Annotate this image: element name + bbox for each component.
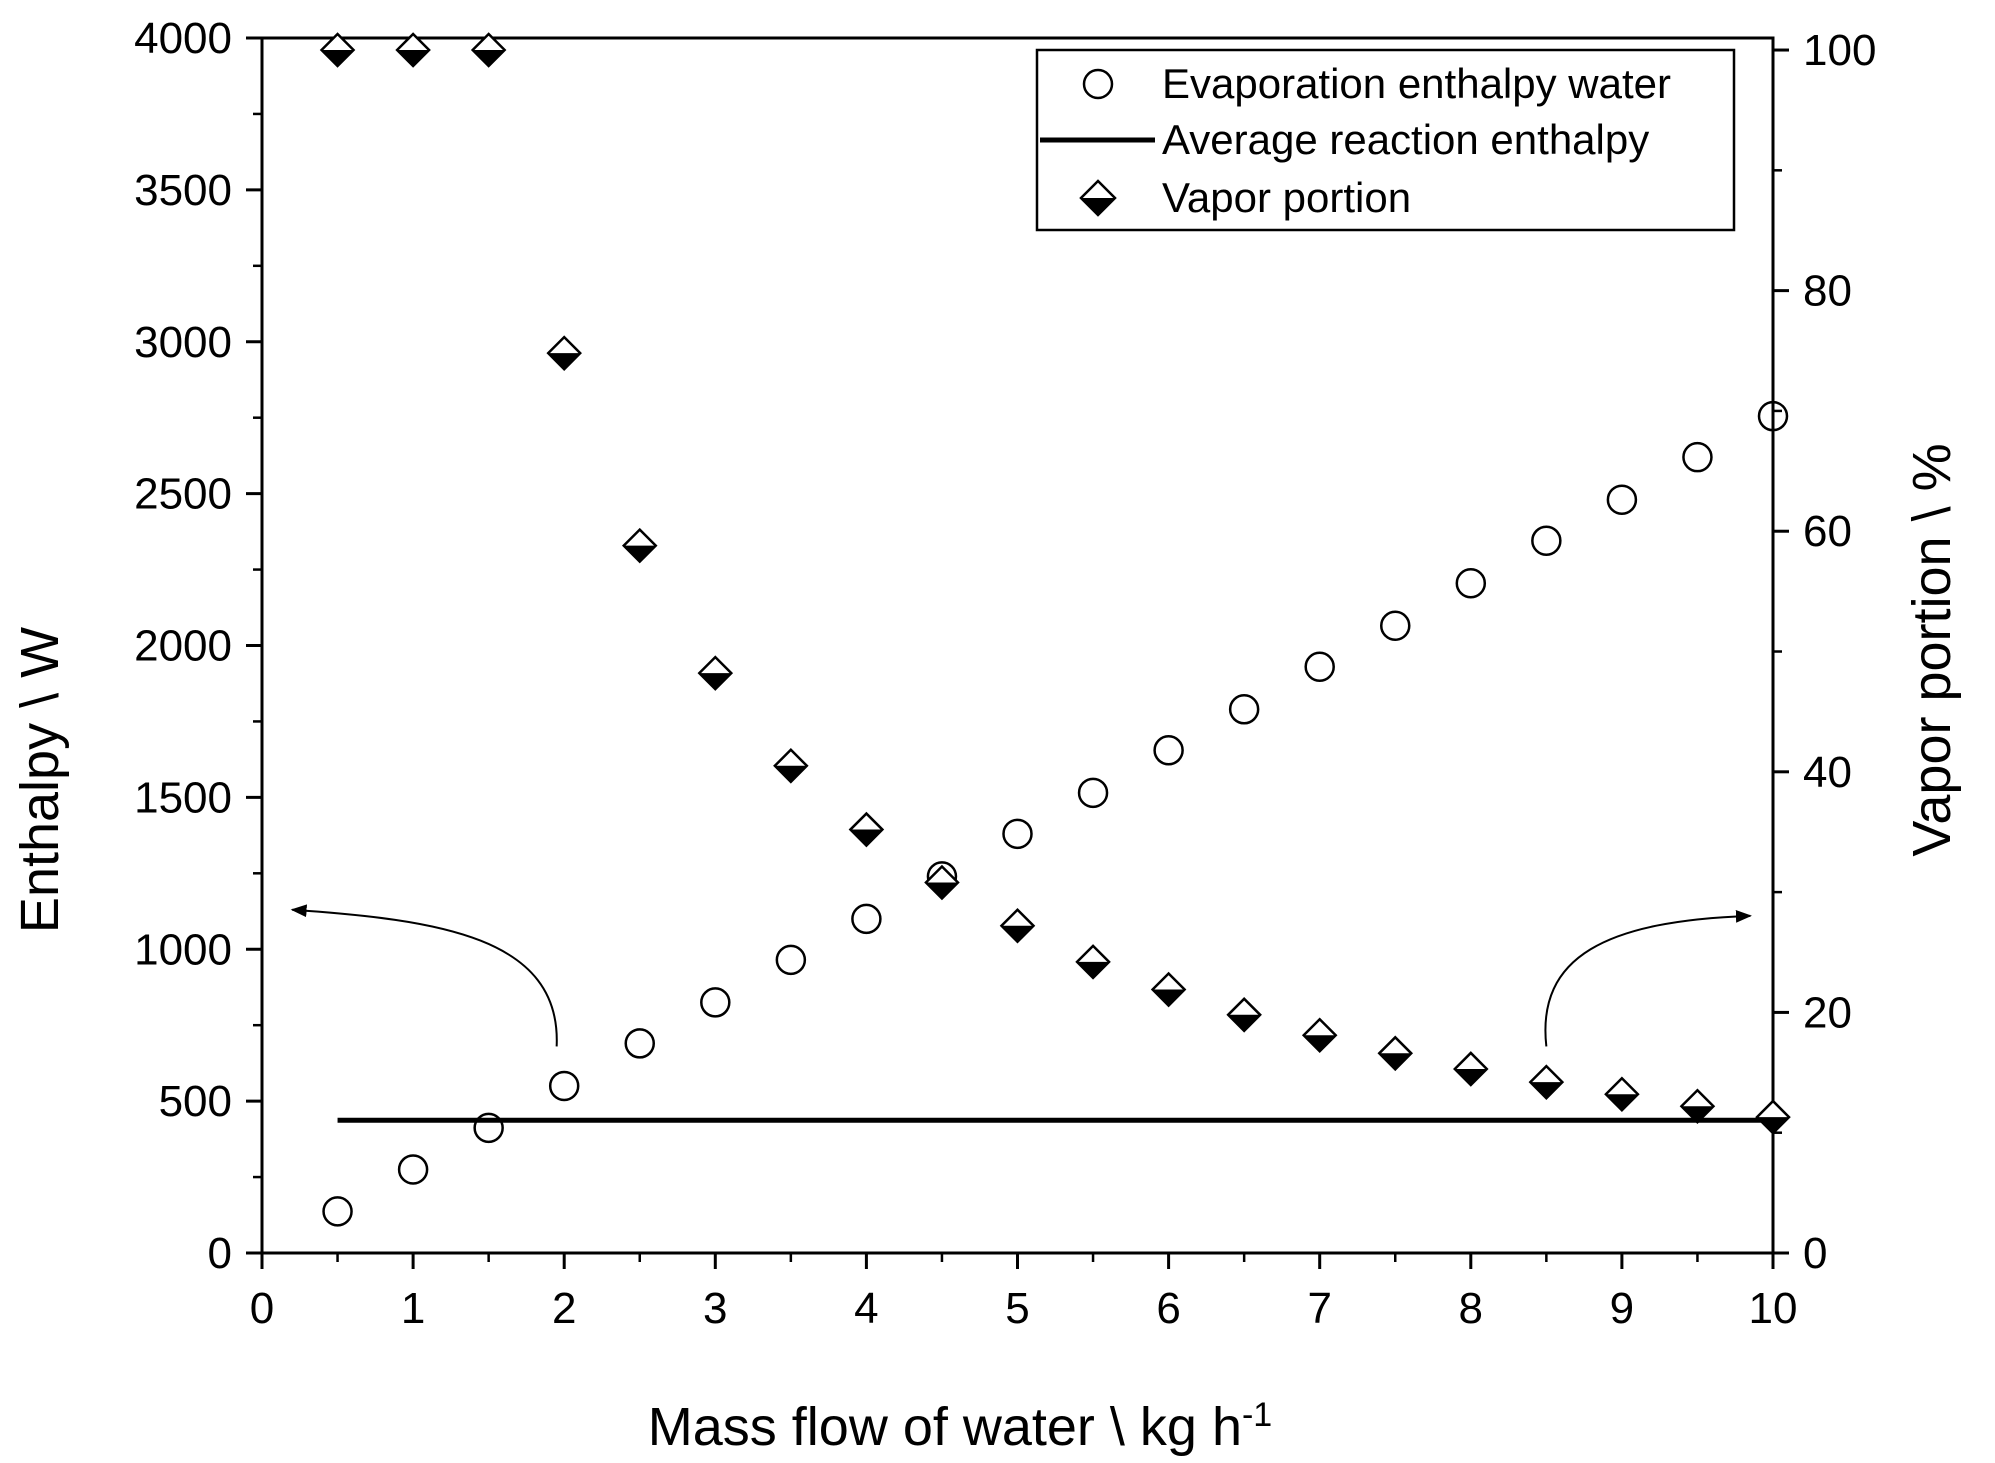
- y-right-tick-label: 80: [1803, 267, 1852, 316]
- x-tick-label: 6: [1156, 1284, 1180, 1333]
- x-tick-label: 8: [1459, 1284, 1483, 1333]
- vapor-portion-point: [1301, 1017, 1338, 1054]
- x-tick-label: 7: [1307, 1284, 1331, 1333]
- evaporation-enthalpy-point: [1757, 400, 1789, 432]
- evaporation-enthalpy-point: [1606, 484, 1638, 515]
- y-left-tick-label: 2000: [134, 622, 232, 671]
- x-tick-label: 1: [401, 1284, 425, 1333]
- evaporation-enthalpy-point: [473, 1112, 504, 1144]
- vapor-portion-point: [470, 32, 507, 68]
- vapor-portion-point: [621, 527, 658, 564]
- vapor-portion-point: [697, 655, 734, 691]
- evaporation-enthalpy-point: [1002, 818, 1033, 850]
- vapor-portion-point: [319, 32, 356, 68]
- x-tick-label: 4: [854, 1284, 878, 1333]
- evaporation-enthalpy-point: [1682, 441, 1713, 473]
- vapor-portion-point: [1075, 944, 1111, 980]
- x-tick-label: 10: [1749, 1284, 1798, 1333]
- x-tick-label: 5: [1005, 1284, 1029, 1333]
- vapor-portion-point: [1755, 1099, 1791, 1135]
- y-left-tick-label: 500: [159, 1077, 232, 1126]
- vapor-portion-point: [924, 864, 960, 901]
- evaporation-enthalpy-point: [700, 987, 731, 1018]
- x-axis-title-superscript: -1: [1242, 1396, 1272, 1434]
- legend-label-vapor-portion: Vapor portion: [1162, 174, 1411, 221]
- evaporation-enthalpy-point: [322, 1196, 353, 1227]
- y-right-tick-label: 0: [1803, 1229, 1827, 1278]
- y-right-tick-label: 100: [1803, 26, 1876, 75]
- x-axis-title: Mass flow of water \ kg h-1: [648, 1396, 1272, 1457]
- vapor-portion-point: [1150, 971, 1187, 1008]
- evaporation-enthalpy-point: [851, 903, 882, 935]
- vapor-portion-point: [1453, 1051, 1489, 1087]
- y-left-tick-label: 3500: [134, 166, 232, 215]
- legend: Evaporation enthalpy water Average react…: [1035, 48, 1736, 232]
- evaporation-enthalpy-point: [1380, 610, 1411, 642]
- x-tick-label: 9: [1610, 1284, 1634, 1333]
- y-left-tick-label: 1000: [134, 925, 232, 974]
- evaporation-enthalpy-point: [548, 1070, 580, 1102]
- y-left-tick-label: 1500: [134, 773, 232, 822]
- y-left-tick-label: 4000: [134, 14, 232, 63]
- evaporation-enthalpy-point: [1228, 694, 1260, 725]
- x-tick-label: 3: [703, 1284, 727, 1333]
- evaporation-enthalpy-point: [1153, 735, 1184, 766]
- evaporation-enthalpy-point: [1304, 651, 1335, 683]
- vapor-portion-point: [1528, 1064, 1565, 1100]
- y-right-tick-label: 60: [1803, 507, 1852, 556]
- y-right-tick-label: 40: [1803, 748, 1852, 797]
- vapor-portion-point: [1377, 1035, 1414, 1072]
- vapor-portion-point: [999, 908, 1036, 944]
- x-tick-label: 0: [250, 1284, 274, 1333]
- y-left-axis-title: Enthalpy \ W: [10, 627, 70, 933]
- x-axis-title-main: Mass flow of water \ kg h: [648, 1397, 1242, 1457]
- evaporation-enthalpy-point: [1531, 525, 1562, 556]
- evaporation-enthalpy-point: [775, 944, 807, 976]
- y-left-tick-label: 3000: [134, 318, 232, 367]
- evaporation-enthalpy-point: [1455, 567, 1487, 599]
- vapor-portion-point: [1226, 997, 1262, 1033]
- y-right-tick-label: 20: [1803, 988, 1852, 1037]
- right-axis-pointer-arrow: [1544, 909, 1752, 1047]
- evaporation-enthalpy-point: [624, 1028, 655, 1059]
- y-right-axis-title: Vapor portion \ %: [1902, 443, 1962, 856]
- vapor-portion-point: [773, 748, 809, 784]
- x-tick-label: 2: [552, 1284, 576, 1333]
- evaporation-enthalpy-point: [397, 1154, 429, 1185]
- legend-label-evaporation-enthalpy: Evaporation enthalpy water: [1162, 60, 1671, 107]
- evaporation-enthalpy-point: [1077, 777, 1109, 809]
- vapor-portion-point: [1604, 1076, 1640, 1112]
- y-left-tick-label: 0: [208, 1229, 232, 1278]
- vapor-portion-point: [848, 811, 885, 848]
- left-axis-pointer-arrow: [290, 904, 558, 1047]
- legend-marker-evaporation-enthalpy: [1082, 68, 1114, 100]
- vapor-portion-point: [395, 32, 431, 68]
- legend-label-average-reaction-enthalpy: Average reaction enthalpy: [1162, 116, 1649, 163]
- y-left-tick-label: 2500: [134, 470, 232, 519]
- legend-marker-vapor-portion: [1079, 179, 1117, 217]
- vapor-portion-point: [1679, 1088, 1716, 1125]
- vapor-portion-point: [546, 335, 582, 371]
